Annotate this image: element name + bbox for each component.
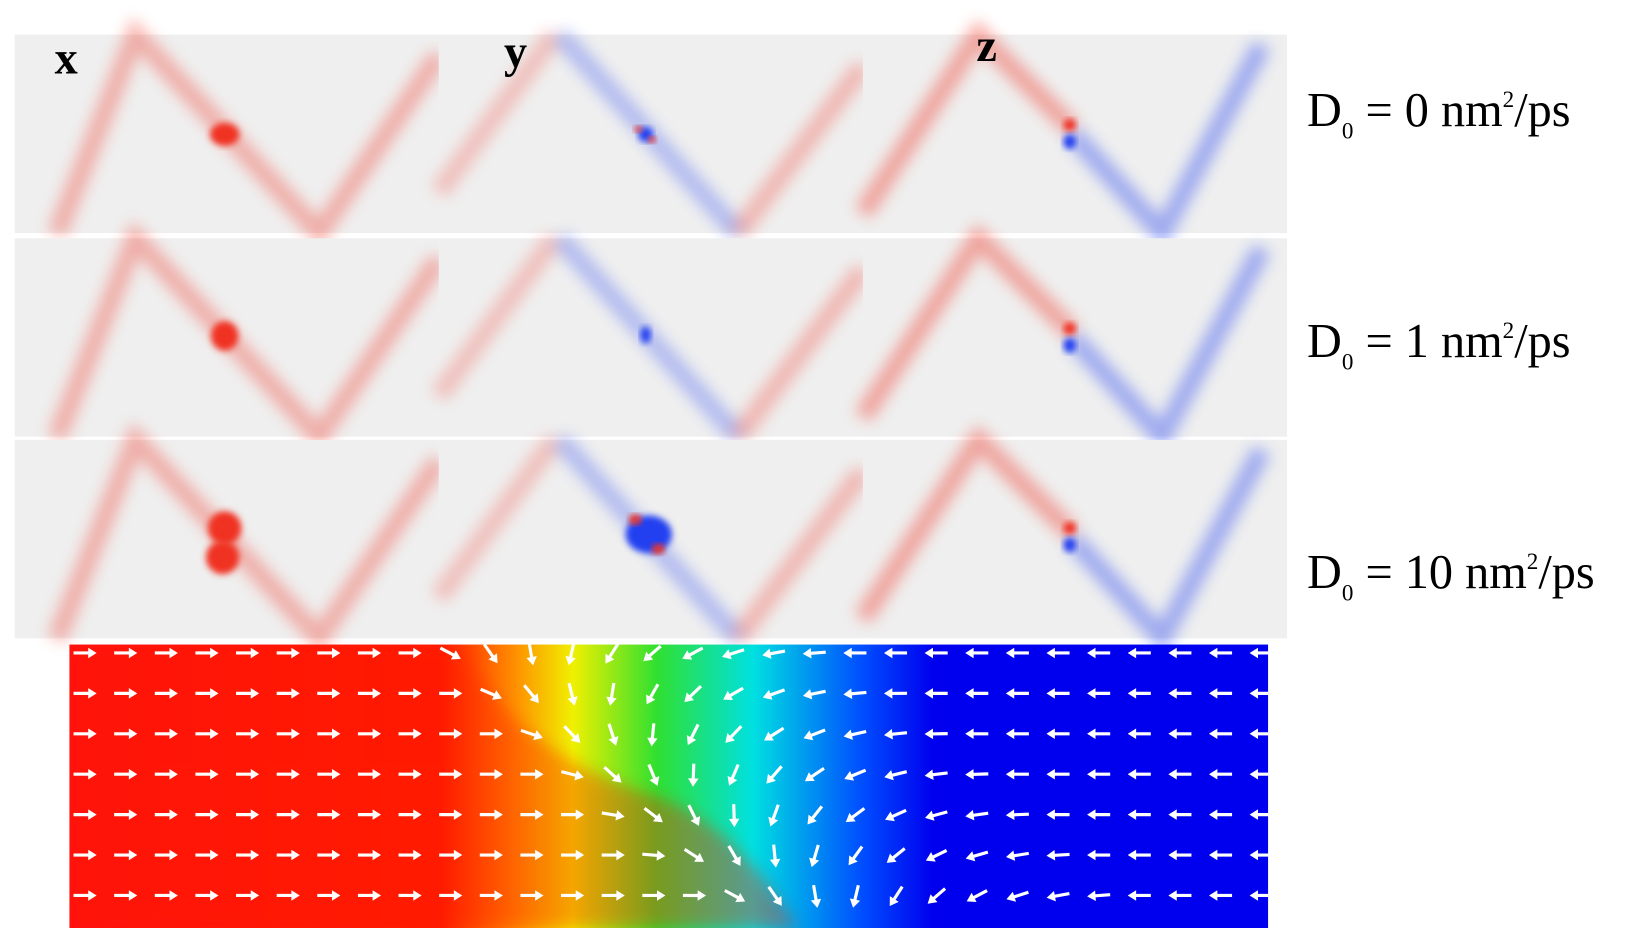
field-panel bbox=[15, 238, 439, 437]
symbol: D bbox=[1307, 546, 1342, 599]
core-blob bbox=[1063, 134, 1076, 149]
unit: /ps bbox=[1538, 546, 1594, 599]
core-blob bbox=[208, 511, 242, 545]
arrow-shaft bbox=[1053, 854, 1070, 855]
core-blob bbox=[1063, 522, 1076, 535]
core-blob bbox=[629, 514, 642, 524]
value: = 0 nm bbox=[1353, 84, 1502, 137]
core-blob bbox=[640, 326, 650, 343]
value: = 10 nm bbox=[1353, 546, 1526, 599]
magnetization-panel bbox=[69, 641, 1272, 928]
page: {"columns": ["x", "y", "z"], "rows": [ {… bbox=[0, 0, 1643, 928]
core-blob bbox=[211, 321, 238, 350]
core-blob bbox=[206, 541, 240, 575]
arrow-shaft bbox=[693, 764, 694, 781]
core-blob bbox=[1063, 322, 1076, 335]
superscript: 2 bbox=[1503, 86, 1515, 112]
figure: x y z D0 = 0 nm2/psD0 = 1 nm2/psD0 = 10 … bbox=[0, 0, 1643, 928]
arrow-shaft bbox=[1093, 895, 1110, 896]
arrow-shaft bbox=[774, 845, 776, 862]
arrow-shaft bbox=[809, 652, 826, 653]
subscript: 0 bbox=[1342, 118, 1354, 144]
row-label: D0 = 1 nm2/ps bbox=[1307, 315, 1571, 375]
field-panel bbox=[439, 238, 863, 436]
row-label: D0 = 0 nm2/ps bbox=[1307, 84, 1571, 144]
field-panel bbox=[439, 35, 863, 233]
arrow-shaft bbox=[850, 692, 867, 694]
core-blob bbox=[652, 544, 665, 554]
arrow-shaft bbox=[734, 804, 735, 821]
unit: /ps bbox=[1514, 315, 1570, 368]
core-blob bbox=[1063, 119, 1076, 132]
arrow-shaft bbox=[890, 733, 907, 735]
field-panel bbox=[15, 35, 439, 234]
field-panel bbox=[863, 440, 1287, 638]
core-blob bbox=[1063, 338, 1076, 353]
core-blob bbox=[210, 123, 239, 146]
field-panel bbox=[15, 440, 439, 639]
arrow-shaft bbox=[652, 723, 654, 740]
core-blob bbox=[648, 136, 656, 142]
field-panel bbox=[439, 440, 863, 638]
column-label: z bbox=[976, 20, 997, 71]
arrow-shaft bbox=[1012, 814, 1029, 815]
field-panel bbox=[863, 238, 1287, 436]
core-blob bbox=[634, 126, 642, 132]
superscript: 2 bbox=[1503, 317, 1515, 343]
symbol: D bbox=[1307, 84, 1342, 137]
column-label: y bbox=[504, 26, 527, 77]
core-blob bbox=[1063, 537, 1076, 552]
unit: /ps bbox=[1514, 84, 1570, 137]
symbol: D bbox=[1307, 315, 1342, 368]
subscript: 0 bbox=[1342, 579, 1354, 605]
arrow-shaft bbox=[931, 773, 948, 775]
panels bbox=[15, 35, 1287, 640]
row-label: D0 = 10 nm2/ps bbox=[1307, 546, 1595, 606]
column-label: x bbox=[55, 32, 78, 83]
arrow-shaft bbox=[642, 854, 659, 855]
value: = 1 nm bbox=[1353, 315, 1502, 368]
arrow-shaft bbox=[972, 774, 989, 775]
subscript: 0 bbox=[1342, 349, 1354, 375]
superscript: 2 bbox=[1527, 548, 1539, 574]
field-panel bbox=[863, 35, 1287, 233]
